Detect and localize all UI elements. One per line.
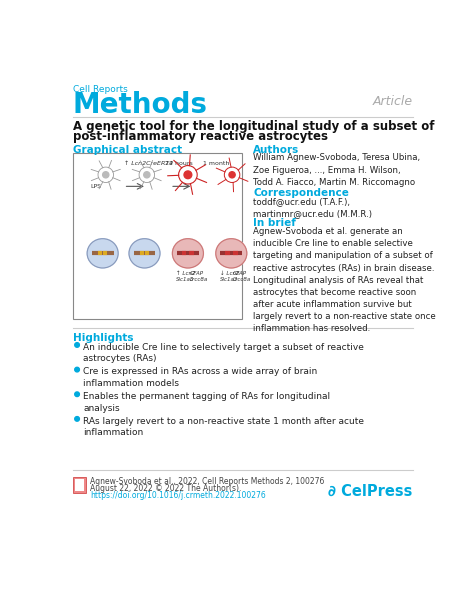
Ellipse shape [87, 238, 118, 268]
Text: 24 hours: 24 hours [164, 161, 192, 166]
Ellipse shape [173, 238, 203, 268]
Text: Graphical abstract: Graphical abstract [73, 145, 182, 155]
FancyBboxPatch shape [75, 479, 84, 492]
Text: William Agnew-Svoboda, Teresa Ubina,
Zoe Figueroa, ..., Emma H. Wilson,
Todd A. : William Agnew-Svoboda, Teresa Ubina, Zoe… [253, 153, 420, 187]
Text: GFAP: GFAP [233, 271, 247, 276]
FancyBboxPatch shape [73, 477, 86, 493]
Circle shape [75, 416, 80, 421]
Text: 1 month: 1 month [203, 161, 230, 166]
Text: GFAP: GFAP [190, 271, 203, 276]
Text: Agnew-Svoboda et al., 2022, Cell Reports Methods 2, 100276: Agnew-Svoboda et al., 2022, Cell Reports… [90, 477, 325, 487]
Text: Authors: Authors [253, 145, 299, 155]
Text: Slc1a3: Slc1a3 [219, 277, 238, 282]
Text: Enables the permanent tagging of RAs for longitudinal
analysis: Enables the permanent tagging of RAs for… [83, 392, 330, 413]
Text: ↑ Lcn2CreERT2: ↑ Lcn2CreERT2 [124, 161, 173, 166]
Text: ↑ Lcn2: ↑ Lcn2 [176, 271, 196, 276]
Text: Slc1a3: Slc1a3 [176, 277, 195, 282]
Text: Lrcc8a: Lrcc8a [190, 277, 208, 282]
Text: ↓ Lcn2: ↓ Lcn2 [219, 271, 239, 276]
Bar [73, 153, 242, 318]
Circle shape [103, 172, 109, 178]
Text: Article: Article [373, 95, 413, 108]
Text: RAs largely revert to a non-reactive state 1 month after acute
inflammation: RAs largely revert to a non-reactive sta… [83, 416, 365, 437]
Text: Highlights: Highlights [73, 333, 134, 342]
Text: Lrcc8a: Lrcc8a [233, 277, 251, 282]
Circle shape [144, 172, 150, 178]
Circle shape [75, 367, 80, 372]
Circle shape [75, 392, 80, 397]
Text: Agnew-Svoboda et al. generate an
inducible Cre line to enable selective
targetin: Agnew-Svoboda et al. generate an inducib… [253, 227, 436, 333]
Text: August 22, 2022 © 2022 The Author(s).: August 22, 2022 © 2022 The Author(s). [90, 484, 242, 493]
Text: Correspondence: Correspondence [253, 188, 349, 198]
Text: post-inflammatory reactive astrocytes: post-inflammatory reactive astrocytes [73, 130, 328, 143]
Text: Cre is expressed in RAs across a wide array of brain
inflammation models: Cre is expressed in RAs across a wide ar… [83, 367, 318, 388]
Circle shape [229, 172, 235, 178]
Text: https://doi.org/10.1016/j.crmeth.2022.100276: https://doi.org/10.1016/j.crmeth.2022.10… [90, 492, 266, 500]
Text: An inducible Cre line to selectively target a subset of reactive
astrocytes (RAs: An inducible Cre line to selectively tar… [83, 342, 364, 363]
Text: Methods: Methods [73, 91, 208, 119]
Circle shape [184, 171, 192, 179]
Ellipse shape [129, 238, 160, 268]
Text: A genetic tool for the longitudinal study of a subset of: A genetic tool for the longitudinal stud… [73, 120, 435, 133]
Text: ∂ CelPress: ∂ CelPress [328, 484, 413, 498]
Circle shape [75, 342, 80, 347]
Text: toddf@ucr.edu (T.A.F.),
martinmr@ucr.edu (M.M.R.): toddf@ucr.edu (T.A.F.), martinmr@ucr.edu… [253, 197, 372, 219]
Text: Cell Reports: Cell Reports [73, 84, 128, 94]
Ellipse shape [216, 238, 247, 268]
Text: LPS: LPS [90, 184, 101, 189]
Text: In brief: In brief [253, 218, 296, 228]
